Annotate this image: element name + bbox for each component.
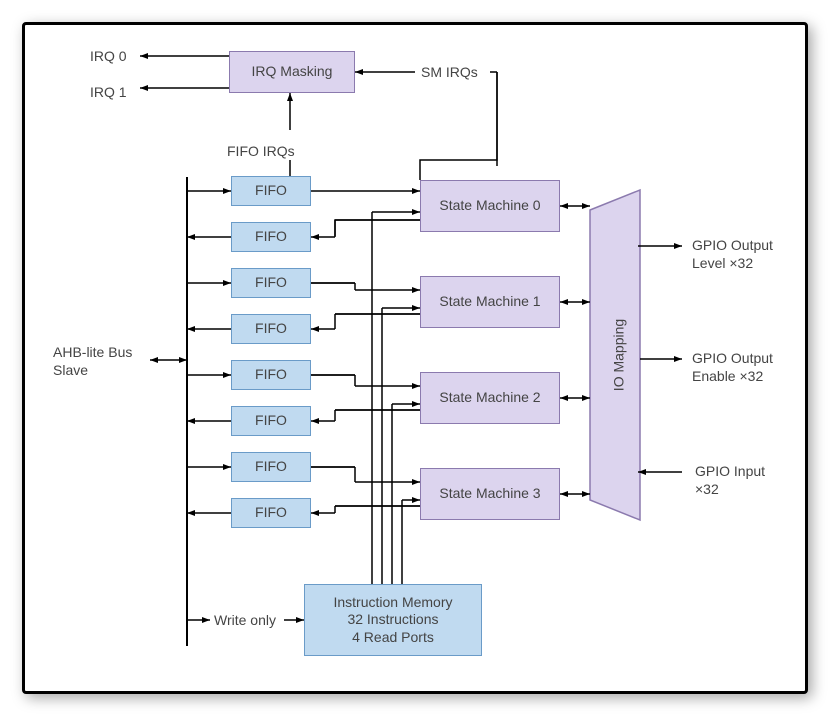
box-label-fifo2: FIFO xyxy=(255,274,287,292)
box-label-fifo7: FIFO xyxy=(255,504,287,522)
label-gpio_out_level: GPIO Output Level ×32 xyxy=(692,237,773,272)
box-fifo1: FIFO xyxy=(231,222,311,252)
box-label-fifo6: FIFO xyxy=(255,458,287,476)
box-imem: Instruction Memory 32 Instructions 4 Rea… xyxy=(304,584,482,656)
box-label-sm2: State Machine 2 xyxy=(439,389,540,407)
box-sm2: State Machine 2 xyxy=(420,372,560,424)
box-label-fifo5: FIFO xyxy=(255,412,287,430)
label-fifo_irqs: FIFO IRQs xyxy=(227,143,295,161)
label-irq0: IRQ 0 xyxy=(90,48,127,66)
label-irq1: IRQ 1 xyxy=(90,84,127,102)
box-sm3: State Machine 3 xyxy=(420,468,560,520)
box-label-sm1: State Machine 1 xyxy=(439,293,540,311)
box-fifo6: FIFO xyxy=(231,452,311,482)
box-sm1: State Machine 1 xyxy=(420,276,560,328)
box-label-irq: IRQ Masking xyxy=(252,63,333,81)
label-ahb: AHB-lite Bus Slave xyxy=(53,344,132,379)
box-fifo0: FIFO xyxy=(231,176,311,206)
label-write_only: Write only xyxy=(214,612,276,630)
box-sm0: State Machine 0 xyxy=(420,180,560,232)
label-gpio_input: GPIO Input ×32 xyxy=(695,463,765,498)
box-label-fifo1: FIFO xyxy=(255,228,287,246)
box-fifo5: FIFO xyxy=(231,406,311,436)
box-label-sm0: State Machine 0 xyxy=(439,197,540,215)
box-fifo4: FIFO xyxy=(231,360,311,390)
box-label-fifo3: FIFO xyxy=(255,320,287,338)
box-label-imem: Instruction Memory 32 Instructions 4 Rea… xyxy=(333,594,452,647)
box-label-fifo0: FIFO xyxy=(255,182,287,200)
box-fifo3: FIFO xyxy=(231,314,311,344)
label-io_mapping: IO Mapping xyxy=(610,319,628,391)
box-fifo7: FIFO xyxy=(231,498,311,528)
label-sm_irqs: SM IRQs xyxy=(421,64,478,82)
diagram-canvas: IRQ Masking FIFO FIFO FIFO FIFO FIFO FIFO FIFO F… xyxy=(0,0,838,723)
label-gpio_out_enable: GPIO Output Enable ×32 xyxy=(692,350,773,385)
box-fifo2: FIFO xyxy=(231,268,311,298)
box-irq: IRQ Masking xyxy=(229,51,355,93)
box-label-fifo4: FIFO xyxy=(255,366,287,384)
box-label-sm3: State Machine 3 xyxy=(439,485,540,503)
